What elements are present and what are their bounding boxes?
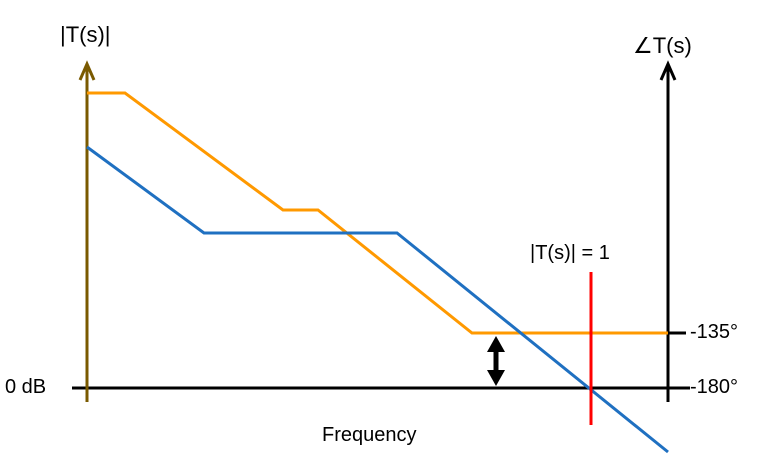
phase-135-label: -135° [690, 321, 739, 343]
phase-180-label: -180° [690, 376, 739, 398]
magnitude-axis-arrowhead-icon [78, 60, 96, 81]
zero-db-label: 0 dB [5, 376, 47, 398]
crossover-label: |T(s)| = 1 [530, 242, 610, 264]
magnitude-curve [86, 145, 669, 454]
x-axis-label: Frequency [322, 424, 417, 446]
phase-axis-arrowhead-icon [659, 60, 677, 81]
phase-margin-arrow-icon [487, 336, 505, 386]
phase-axis-label: ∠T(s) [633, 33, 692, 58]
magnitude-axis-label: |T(s)| [60, 22, 111, 47]
phase-curve [87, 91, 668, 335]
